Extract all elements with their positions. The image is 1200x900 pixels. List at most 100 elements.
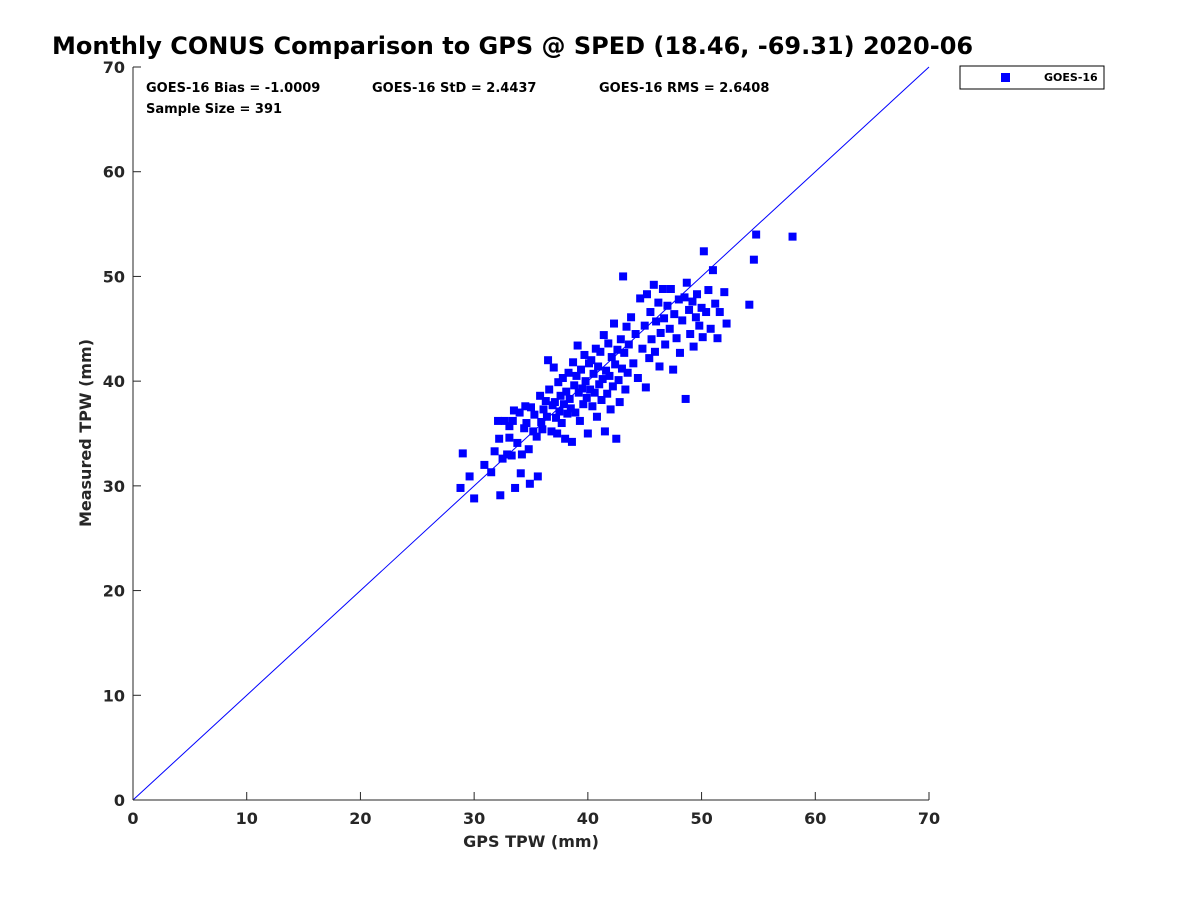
- data-point: [573, 341, 582, 350]
- data-point: [670, 310, 679, 319]
- data-point: [575, 416, 584, 425]
- data-point: [487, 468, 496, 477]
- data-point: [605, 371, 614, 380]
- data-point: [631, 330, 640, 339]
- y-tick-label: 40: [103, 372, 125, 391]
- data-point: [682, 278, 691, 287]
- data-point: [614, 376, 623, 385]
- x-tick-label: 60: [804, 809, 826, 828]
- data-point: [532, 432, 541, 441]
- data-point: [591, 344, 600, 353]
- data-point: [654, 298, 663, 307]
- data-point: [539, 405, 548, 414]
- data-point: [606, 405, 615, 414]
- data-point: [711, 299, 720, 308]
- data-point: [578, 384, 587, 393]
- data-point: [527, 403, 535, 412]
- data-point: [604, 339, 613, 348]
- data-point: [572, 371, 581, 380]
- data-point: [647, 335, 656, 344]
- data-point: [552, 413, 561, 422]
- legend: GOES-16: [959, 65, 1105, 90]
- data-point: [595, 380, 604, 389]
- data-point: [656, 328, 665, 337]
- y-tick-label: 50: [103, 267, 125, 286]
- data-point: [586, 385, 595, 394]
- data-point: [556, 391, 565, 400]
- data-point: [566, 404, 575, 413]
- data-point: [589, 369, 598, 378]
- sample-size-annotation: Sample Size = 391: [146, 102, 282, 117]
- data-point: [570, 381, 579, 390]
- data-point: [542, 412, 551, 421]
- data-point: [554, 378, 563, 387]
- data-point: [553, 429, 562, 438]
- y-tick-label: 60: [103, 163, 125, 182]
- data-point: [620, 348, 629, 357]
- data-point: [558, 374, 567, 383]
- data-point: [562, 387, 571, 396]
- data-point: [663, 301, 672, 310]
- data-point: [698, 333, 707, 342]
- data-point: [521, 402, 530, 411]
- data-point: [666, 284, 675, 293]
- data-point: [674, 295, 683, 304]
- data-point: [516, 469, 525, 478]
- legend-label-goes-16: GOES-16: [1044, 71, 1098, 84]
- data-point: [672, 334, 681, 343]
- data-point: [722, 319, 731, 328]
- data-point: [655, 362, 664, 371]
- data-point: [695, 321, 704, 330]
- data-point: [594, 362, 603, 371]
- data-point: [612, 434, 621, 443]
- data-point: [713, 334, 722, 343]
- data-point: [665, 324, 674, 333]
- y-tick-label: 10: [103, 686, 125, 705]
- data-point: [580, 350, 589, 359]
- data-point: [616, 335, 625, 344]
- std-annotation: GOES-16 StD = 2.4437: [372, 81, 536, 96]
- data-point: [498, 454, 507, 463]
- data-point: [549, 363, 558, 372]
- data-point: [636, 294, 645, 303]
- data-point: [524, 445, 533, 454]
- data-point: [515, 408, 524, 417]
- data-point: [652, 317, 661, 326]
- data-point: [621, 385, 630, 394]
- x-axis-title: GPS TPW (mm): [463, 832, 599, 851]
- data-point: [704, 286, 713, 295]
- data-point: [715, 308, 724, 317]
- data-point: [511, 483, 520, 492]
- data-point: [611, 360, 620, 369]
- data-point: [569, 358, 578, 367]
- data-point: [602, 366, 611, 375]
- data-point: [567, 437, 576, 446]
- data-point: [582, 393, 591, 402]
- data-point: [565, 394, 574, 403]
- data-point: [658, 284, 667, 293]
- data-point: [688, 297, 697, 306]
- data-point: [691, 313, 700, 322]
- data-point: [646, 308, 655, 317]
- data-point: [559, 400, 568, 409]
- data-point: [541, 397, 550, 406]
- data-point: [456, 483, 465, 492]
- data-point: [686, 330, 695, 339]
- data-point: [470, 494, 479, 503]
- x-tick-label: 10: [236, 809, 258, 828]
- data-point: [513, 438, 522, 447]
- data-point: [547, 427, 556, 436]
- data-point: [579, 400, 588, 409]
- data-point: [557, 419, 566, 428]
- data-point: [629, 359, 638, 368]
- chart-title: Monthly CONUS Comparison to GPS @ SPED (…: [52, 32, 973, 60]
- axes-group: 0 10 20 30 40 50 60 70 0 10 20 30 40 50 60 70: [103, 58, 940, 828]
- data-point: [581, 377, 590, 386]
- x-tick-label: 0: [127, 809, 138, 828]
- data-point: [525, 479, 534, 488]
- data-point: [685, 305, 694, 314]
- data-point: [480, 460, 489, 469]
- data-point: [749, 255, 758, 264]
- data-point: [623, 368, 632, 377]
